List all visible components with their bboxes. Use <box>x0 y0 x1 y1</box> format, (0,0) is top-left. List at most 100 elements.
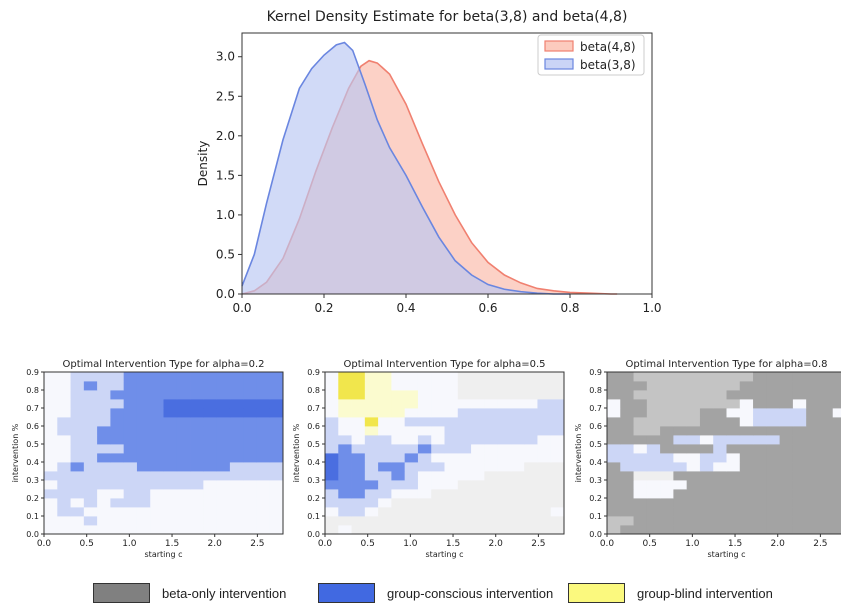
heatmap-cell <box>256 381 271 391</box>
heatmap-cell <box>457 417 472 427</box>
heatmap-cell <box>607 471 621 481</box>
heatmap-cell <box>819 507 834 517</box>
heatmap-cell <box>537 507 552 517</box>
heatmap-cell <box>404 453 419 463</box>
heatmap-cell <box>444 426 459 436</box>
heatmap-xlabel: starting c <box>426 550 464 559</box>
heatmap-cell <box>524 417 538 427</box>
heatmap-cell <box>190 426 204 436</box>
heatmap-cell <box>484 453 499 463</box>
heatmap-cell <box>739 426 754 436</box>
heatmap-cell <box>819 489 834 499</box>
heatmap-cell <box>150 381 164 391</box>
heatmap-cell <box>110 390 125 400</box>
heatmap-cell <box>620 453 634 463</box>
heatmap-cell <box>686 381 701 391</box>
heatmap-cell <box>713 453 727 463</box>
heatmap-cell <box>620 471 634 481</box>
heatmap-cell <box>792 408 807 418</box>
heatmap-cell <box>243 426 257 436</box>
heatmap-cell <box>404 426 419 436</box>
heatmap-cell <box>391 381 406 391</box>
heatmap-frame <box>606 371 841 535</box>
heatmap-cell <box>44 516 58 526</box>
heatmap-cell <box>70 444 85 454</box>
heatmap-cell <box>417 381 432 391</box>
heatmap-cell <box>417 399 432 409</box>
heatmap-cell <box>243 453 257 463</box>
heatmap-cell <box>633 453 648 463</box>
heatmap-cell <box>633 435 648 445</box>
heatmap-cell <box>57 417 71 427</box>
heatmap-cell <box>163 525 178 535</box>
heatmap-cell <box>338 408 352 418</box>
heatmap-cell <box>524 444 538 454</box>
heatmap-cell <box>378 435 392 445</box>
heatmap-cell <box>471 417 485 427</box>
kde-ytick-label: 0.5 <box>216 247 235 261</box>
heatmap-cell <box>391 525 406 535</box>
heatmap-cell <box>497 444 512 454</box>
heatmap-cell <box>83 516 98 526</box>
heatmap-cell <box>404 471 419 481</box>
heatmap-cell <box>510 408 525 418</box>
heatmap-cell <box>792 399 807 409</box>
heatmap-cell <box>150 435 164 445</box>
heatmap-cell <box>83 480 98 490</box>
heatmap-cell <box>364 525 379 535</box>
heatmap-cell <box>325 525 339 535</box>
heatmap-cell <box>110 507 125 517</box>
heatmap-cell <box>417 408 432 418</box>
heatmap-cell <box>163 417 178 427</box>
heatmap-cell <box>713 417 727 427</box>
heatmap-cell <box>243 372 257 382</box>
heatmap-cell <box>338 417 352 427</box>
heatmap-cell <box>391 435 406 445</box>
heatmap-cell <box>620 417 634 427</box>
heatmap-cell <box>471 462 485 472</box>
heatmap-cell <box>713 471 727 481</box>
heatmap-cell <box>524 453 538 463</box>
heatmap-cell <box>806 417 820 427</box>
heatmap-cell <box>229 516 244 526</box>
heatmap-cell <box>338 471 352 481</box>
heatmap-cell <box>110 426 125 436</box>
heatmap-cell <box>431 471 445 481</box>
heatmap-cell <box>524 390 538 400</box>
heatmap-xtick-label: 0.5 <box>80 539 94 549</box>
heatmap-cell <box>607 462 621 472</box>
heatmap-cell <box>417 498 432 508</box>
heatmap-cell <box>550 417 565 427</box>
heatmap-cell <box>57 525 71 535</box>
heatmap-cell <box>110 435 125 445</box>
heatmap-cell <box>792 426 807 436</box>
heatmap-cell <box>819 417 834 427</box>
heatmap-cell <box>136 480 151 490</box>
heatmap-cell <box>713 516 727 526</box>
heatmap-cell <box>550 480 565 490</box>
heatmap-cell <box>510 489 525 499</box>
heatmap-cell <box>136 417 151 427</box>
heatmap-cell <box>646 507 661 517</box>
heatmap-cell <box>70 471 85 481</box>
legend-swatch-group-conscious <box>318 583 375 603</box>
heatmap-cell <box>510 507 525 517</box>
heatmap-cell <box>699 498 714 508</box>
heatmap-cell <box>83 381 98 391</box>
heatmap-cell <box>57 444 71 454</box>
heatmap-cell <box>686 462 701 472</box>
heatmap-cell <box>633 390 648 400</box>
heatmap-cell <box>203 471 218 481</box>
heatmap-cell <box>660 507 674 517</box>
heatmap-cell <box>150 399 164 409</box>
heatmap-cell <box>57 435 71 445</box>
heatmap-cell <box>819 498 834 508</box>
heatmap-cell <box>243 444 257 454</box>
heatmap-cell <box>819 462 834 472</box>
heatmap-cell <box>190 453 204 463</box>
heatmap-cell <box>378 417 392 427</box>
heatmap-cell <box>726 453 741 463</box>
heatmap-cell <box>176 516 191 526</box>
heatmap-cell <box>739 507 754 517</box>
heatmap-cell <box>97 489 111 499</box>
